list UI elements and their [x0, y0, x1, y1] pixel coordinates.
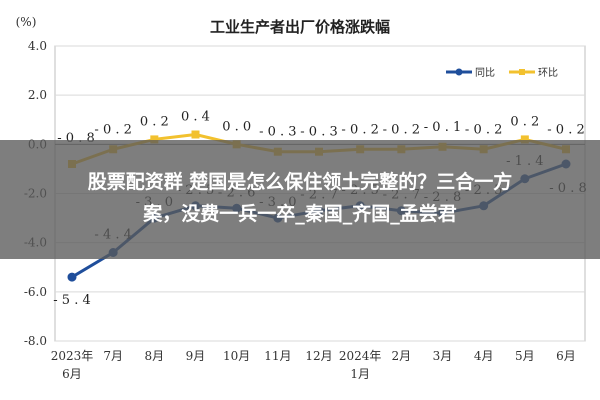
data-label: - 0 . 3: [259, 125, 296, 140]
y-tick-label: -8.0: [24, 334, 47, 348]
data-label: - 0 . 2: [341, 122, 378, 137]
banner-line-2: 案，没费一兵一卒_秦国_齐国_孟尝君: [143, 203, 457, 225]
x-tick-label: 12月: [305, 349, 332, 363]
legend: 同比 环比: [446, 67, 558, 79]
data-label: 0 . 4: [181, 110, 210, 125]
x-tick-label: 3月: [433, 349, 453, 363]
data-point: [150, 135, 159, 144]
y-axis-unit-label: (%): [16, 15, 37, 29]
x-tick-label: 7月: [103, 349, 123, 363]
y-tick-label: 2.0: [28, 88, 47, 102]
x-tick-label: 1月: [350, 367, 370, 381]
data-point: [520, 135, 529, 144]
y-tick-label: 4.0: [28, 39, 47, 53]
data-label: - 0 . 2: [465, 122, 502, 137]
x-tick-label: 2月: [392, 349, 412, 363]
data-label: - 0 . 2: [94, 122, 131, 137]
watermark-banner: [0, 140, 600, 259]
banner-text: 股票配资群 楚国是怎么保住领土完整的？三合一方 案，没费一兵一卒_秦国_齐国_孟…: [0, 166, 600, 230]
data-label: - 0 . 2: [547, 122, 584, 137]
x-tick-label: 10月: [223, 349, 250, 363]
x-tick-label: 5月: [515, 349, 535, 363]
x-tick-label: 8月: [145, 349, 165, 363]
legend-label: 环比: [538, 67, 558, 79]
x-tick-label: 6月: [62, 367, 82, 381]
banner-line-1: 股票配资群 楚国是怎么保住领土完整的？三合一方: [87, 171, 513, 193]
legend-label: 同比: [475, 67, 495, 79]
data-label: 0 . 0: [222, 119, 251, 134]
data-point: [191, 130, 200, 139]
legend-marker: [455, 68, 463, 76]
data-label: - 5 . 4: [53, 293, 90, 308]
data-point: [67, 272, 77, 282]
data-label: 0 . 2: [140, 114, 169, 129]
legend-marker: [519, 69, 525, 75]
x-tick-label: 9月: [186, 349, 206, 363]
x-tick-label: 6月: [556, 349, 576, 363]
data-label: 0 . 2: [510, 114, 539, 129]
x-tick-label: 2024年: [339, 349, 382, 363]
x-tick-label: 2023年: [51, 349, 94, 363]
data-label: - 0 . 3: [300, 125, 337, 140]
data-label: - 0 . 1: [424, 120, 461, 135]
x-tick-label: 4月: [474, 349, 494, 363]
x-tick-label: 11月: [264, 349, 291, 363]
data-label: - 0 . 2: [383, 122, 420, 137]
chart-title: 工业生产者出厂价格涨跌幅: [210, 18, 390, 36]
y-tick-label: -6.0: [24, 285, 47, 299]
